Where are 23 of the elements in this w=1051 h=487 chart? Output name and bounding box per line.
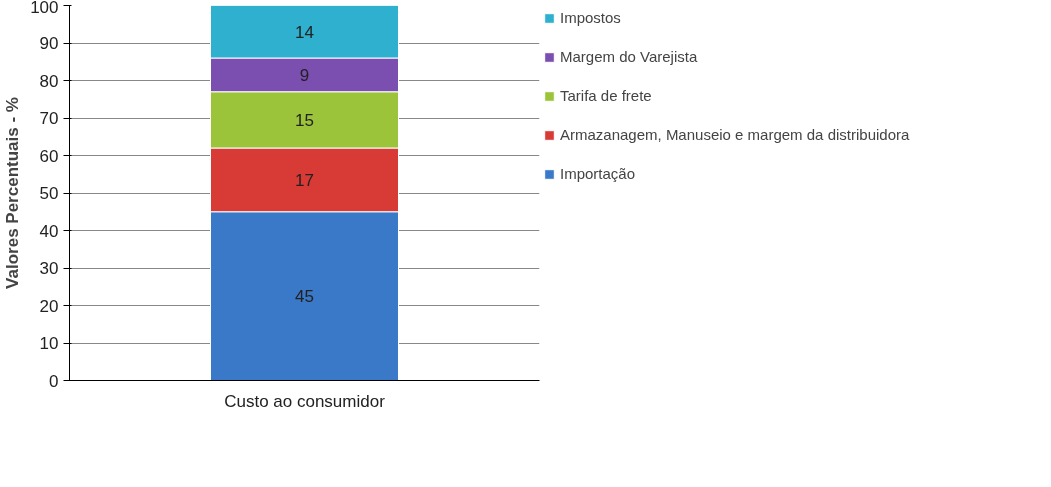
x-tick-label: Custo ao consumidor xyxy=(224,391,386,411)
y-tick-label: 60 xyxy=(39,146,59,166)
y-tick-label: 20 xyxy=(39,296,59,316)
data-label: 14 xyxy=(295,22,314,42)
data-label: 9 xyxy=(299,65,310,85)
legend-label: Importação xyxy=(560,165,636,182)
legend-label: Armazanagem, Manuseio e margem da distribuidora xyxy=(560,126,910,143)
y-tick-label: 30 xyxy=(39,259,59,278)
y-tick-label: 80 xyxy=(39,71,59,91)
data-label: 15 xyxy=(295,110,314,130)
y-tick-label: 40 xyxy=(39,221,59,241)
y-tick-label: 50 xyxy=(39,184,59,203)
y-axis-title: Valores Percentuais - % xyxy=(3,97,23,289)
y-tick-label: 0 xyxy=(49,371,59,391)
y-tick-label: 10 xyxy=(39,334,59,353)
y-tick-label: 90 xyxy=(39,34,59,53)
y-tick-label: 70 xyxy=(39,109,59,128)
legend-label: Impostos xyxy=(560,9,621,26)
legend-label: Tarifa de frete xyxy=(560,87,652,104)
y-tick-label: 100 xyxy=(30,0,59,17)
data-label: 17 xyxy=(295,170,314,190)
data-label: 45 xyxy=(295,287,314,307)
legend-label: Margem do Varejista xyxy=(560,48,698,65)
